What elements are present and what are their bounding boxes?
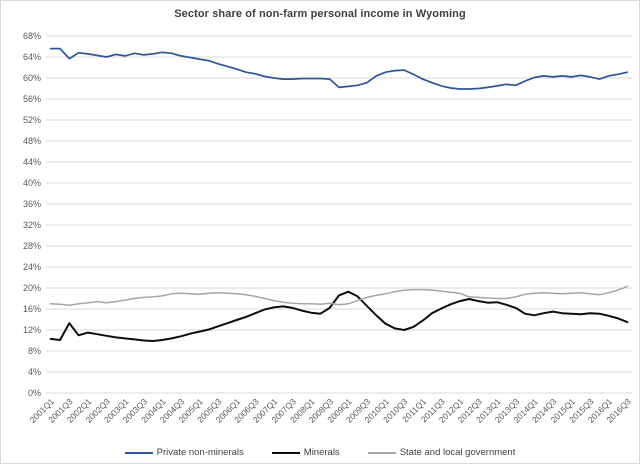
y-tick-label: 20% — [23, 283, 41, 293]
legend-label: State and local government — [399, 447, 516, 458]
legend-item-private-non-minerals: Private non-minerals — [124, 447, 244, 458]
legend-label: Minerals — [303, 447, 340, 458]
legend-item-minerals: Minerals — [271, 447, 340, 458]
chart-title: Sector share of non-farm personal income… — [174, 8, 466, 20]
y-tick-label: 60% — [23, 73, 41, 83]
y-tick-label: 56% — [23, 94, 41, 104]
y-tick-label: 40% — [23, 178, 41, 188]
y-tick-label: 36% — [23, 199, 41, 209]
legend-swatch-line — [271, 451, 300, 454]
y-tick-label: 48% — [23, 136, 41, 146]
legend-swatch-line — [367, 451, 396, 454]
y-tick-label: 68% — [23, 31, 41, 41]
y-tick-label: 44% — [23, 157, 41, 167]
series-line-minerals — [49, 290, 629, 342]
legend-item-state-local-government: State and local government — [367, 447, 516, 458]
legend-swatch-line — [124, 451, 153, 454]
y-tick-label: 64% — [23, 52, 41, 62]
y-tick-label: 52% — [23, 115, 41, 125]
series-line-private-non-minerals — [49, 47, 629, 90]
plot-svg: 0% 4% 8% 12% 16% 20% 24% 28% 32% 36% 40% 44% 48% 52% 5… — [23, 31, 633, 425]
y-tick-label: 32% — [23, 220, 41, 230]
y-tick-label: 16% — [23, 304, 41, 314]
y-tick-label: 28% — [23, 241, 41, 251]
y-tick-label: 4% — [28, 367, 41, 377]
legend: Private non-minerals Minerals State and … — [1, 447, 639, 458]
legend-label: Private non-minerals — [156, 447, 244, 458]
series-line-state-and-local-government — [49, 285, 629, 307]
y-tick-label: 24% — [23, 262, 41, 272]
y-tick-label: 12% — [23, 325, 41, 335]
y-tick-label: 0% — [28, 388, 41, 398]
y-tick-label: 8% — [28, 346, 41, 356]
